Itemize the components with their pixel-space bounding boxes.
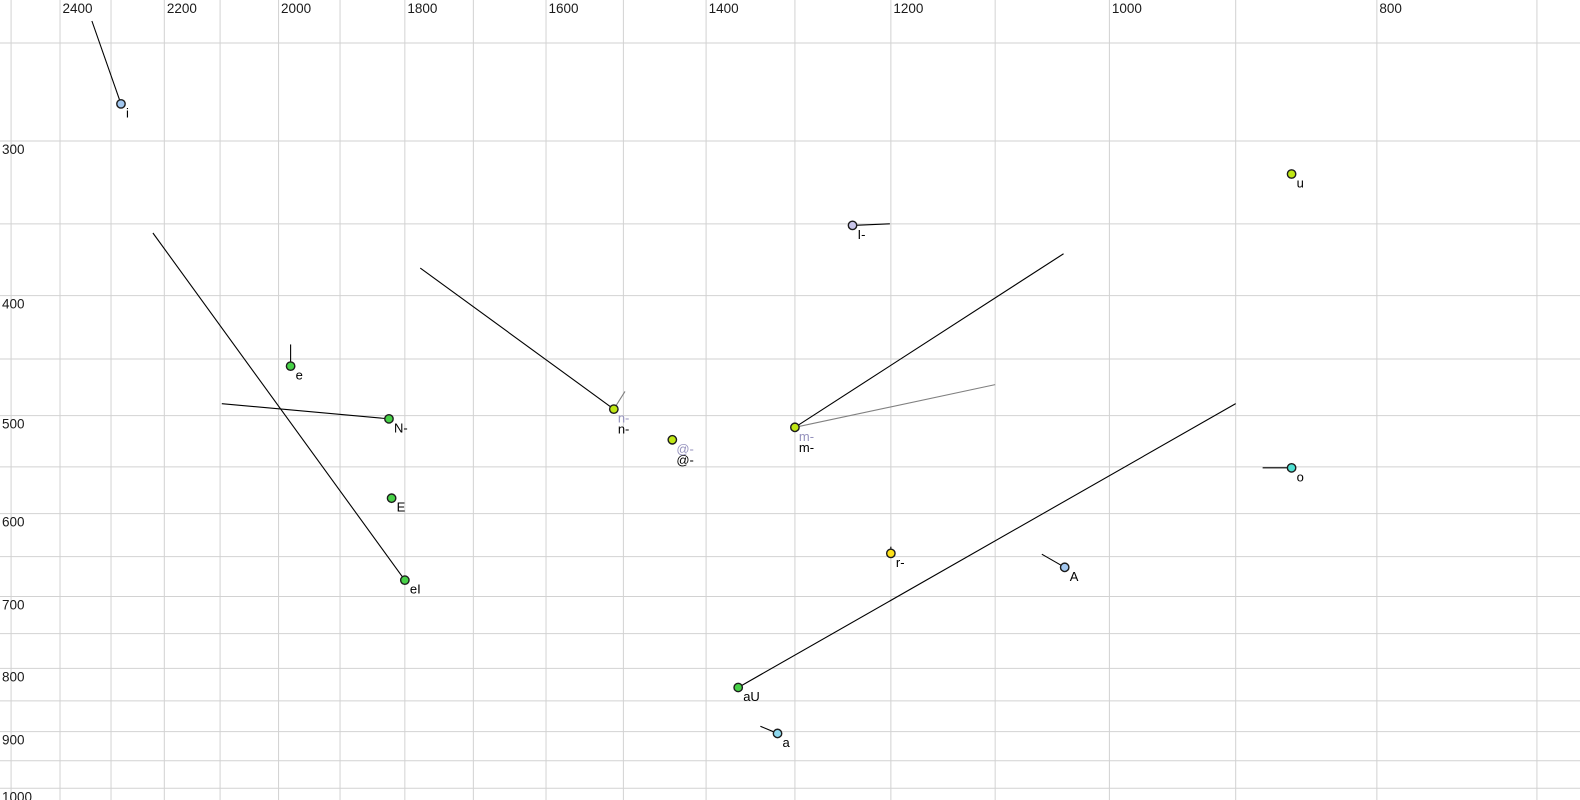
x-tick-label-2000: 2000: [281, 1, 311, 16]
y-tick-label-400: 400: [2, 297, 25, 312]
y-tick-label-900: 900: [2, 733, 25, 748]
vowel-point-E: [386, 493, 397, 504]
x-tick-label-1600: 1600: [549, 1, 579, 16]
vowel-label-E: E: [397, 500, 406, 515]
trajectory-line-N--black: [221, 403, 390, 420]
vowel-point-u: [1286, 169, 1297, 179]
vowel-point-r-: [885, 548, 896, 559]
x-tick-label-1000: 1000: [1112, 1, 1142, 16]
vowel-label-m-: m-: [799, 440, 814, 455]
vowel-point-n-: [608, 404, 619, 415]
x-tick-label-1200: 1200: [893, 1, 923, 16]
vowel-label-aU: aU: [743, 689, 760, 704]
vowel-point-a: [772, 728, 783, 739]
vowel-point-eI: [399, 575, 410, 586]
vowel-point-i: [116, 98, 126, 109]
trajectory-line-m--black: [794, 253, 1064, 428]
trajectory-line-m--gray: [794, 384, 996, 428]
trajectory-line-i-black: [91, 20, 122, 105]
vowel-gray-label-@-: @-: [676, 441, 694, 456]
vowel-point-I-: [847, 220, 858, 231]
vowel-label-i: i: [126, 105, 129, 120]
vowel-label-N-: N-: [394, 420, 408, 435]
vowel-point-@-: [667, 434, 678, 445]
vowel-label-o: o: [1297, 469, 1304, 484]
vowel-label-a: a: [783, 735, 791, 750]
vowel-label-I-: I-: [858, 227, 866, 242]
y-tick-label-700: 700: [2, 598, 25, 613]
trajectory-line-I--black: [852, 223, 890, 226]
vowel-point-aU: [733, 682, 744, 693]
vowel-label-A: A: [1070, 569, 1079, 584]
vowel-label-u: u: [1297, 175, 1304, 190]
vowel-label-eI: eI: [410, 582, 421, 597]
vowel-label-@-: @-: [676, 452, 694, 467]
vowel-point-N-: [384, 413, 394, 424]
vowel-gray-label-n-: n-: [618, 411, 630, 426]
trajectory-line-n--black: [419, 267, 615, 410]
vowel-point-o: [1286, 462, 1297, 473]
x-tick-label-2400: 2400: [63, 1, 93, 16]
x-tick-label-800: 800: [1379, 1, 1402, 16]
y-tick-label-600: 600: [2, 515, 25, 530]
x-tick-label-1400: 1400: [709, 1, 739, 16]
vowel-label-n-: n-: [618, 422, 630, 437]
trajectory-line-aU-black: [737, 403, 1236, 688]
y-tick-label-800: 800: [2, 669, 25, 684]
y-tick-label-500: 500: [2, 417, 25, 432]
vowel-gray-label-m-: m-: [799, 429, 814, 444]
vowel-label-e: e: [296, 368, 303, 383]
trajectory-line-eI-black: [152, 232, 406, 581]
vowel-label-r-: r-: [896, 555, 905, 570]
vowel-point-A: [1059, 562, 1070, 573]
vowel-point-e: [285, 361, 296, 371]
vowel-point-m-: [790, 422, 800, 433]
y-tick-label-1000: 1000: [2, 789, 32, 800]
x-tick-label-2200: 2200: [167, 1, 197, 16]
y-tick-label-300: 300: [2, 142, 25, 157]
x-tick-label-1800: 1800: [407, 1, 437, 16]
